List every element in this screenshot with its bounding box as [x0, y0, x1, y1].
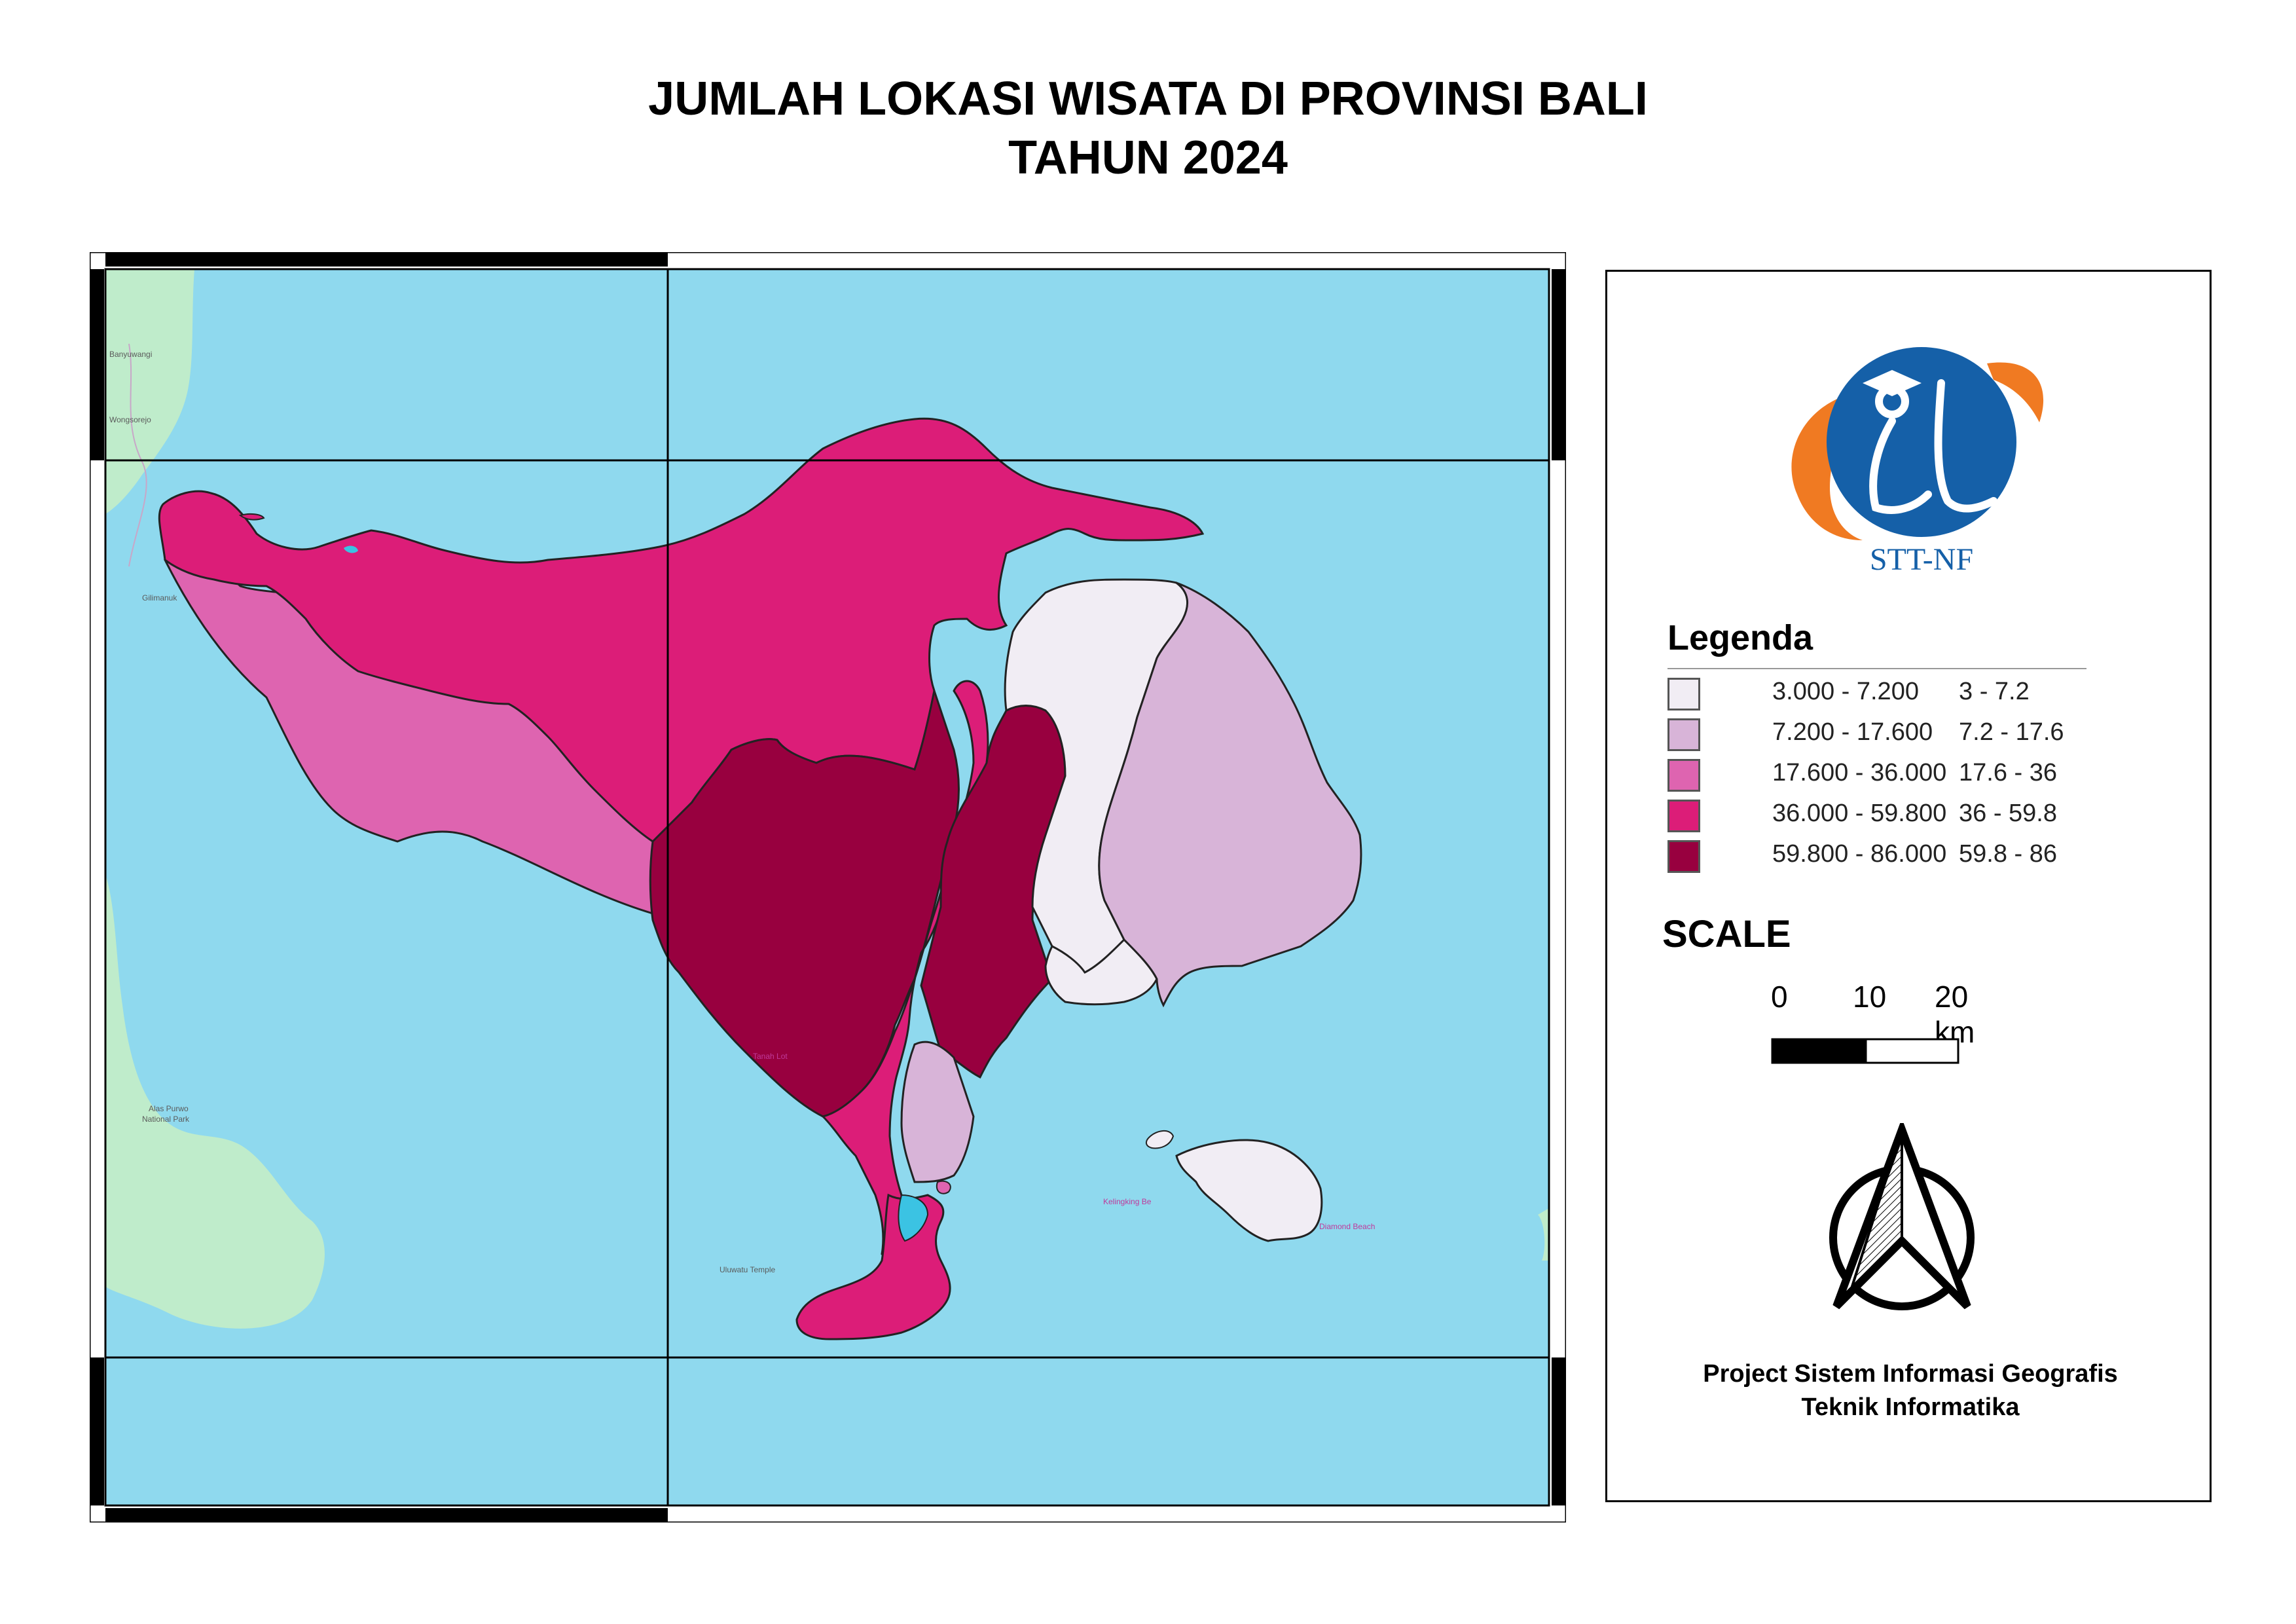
legend-item: 59.800 - 86.000 59.8 - 86: [1667, 835, 2126, 873]
legend-heading: Legenda: [1667, 618, 1813, 657]
footer-line: Teknik Informatika: [1801, 1393, 2020, 1421]
java-land-south: [105, 874, 325, 1329]
menjangan-island: [238, 513, 265, 521]
place-label: Tanah Lot: [753, 1052, 788, 1061]
legend-item: 17.600 - 36.000 17.6 - 36: [1667, 754, 2126, 792]
place-label: Uluwatu Temple: [720, 1265, 775, 1274]
legend-item: 36.000 - 59.800 36 - 59.8: [1667, 794, 2126, 832]
legend-swatch: [1667, 678, 1700, 710]
place-label: Wongsorejo: [109, 415, 151, 424]
place-label: Diamond Beach: [1319, 1222, 1375, 1231]
footer-line: Project Sistem Informasi Geografis: [1703, 1360, 2118, 1388]
legend-short: 59.8 - 86: [1959, 840, 2057, 868]
logo-orange-swoosh: [1791, 390, 1882, 540]
legend-swatch: [1667, 759, 1700, 792]
serangan-island: [936, 1180, 951, 1194]
lake-inland: [344, 545, 358, 553]
stt-nf-logo: STT-NF: [1791, 347, 2044, 577]
logo-caption: STT-NF: [1870, 542, 1973, 577]
place-label: Alas Purwo: [149, 1104, 189, 1113]
legend-short: 36 - 59.8: [1959, 800, 2057, 827]
region-klungkung: [1044, 938, 1158, 1006]
region-denpasar: [900, 1041, 975, 1183]
legend-range: 17.600 - 36.000: [1772, 759, 1947, 786]
north-arrow-icon: [1829, 1123, 1975, 1310]
scale-tick-label: 20 km: [1935, 980, 1975, 1049]
legend-range: 59.800 - 86.000: [1772, 840, 1947, 868]
place-label: Kelingking Be: [1103, 1197, 1152, 1206]
scale-tick-label: 10: [1853, 980, 1887, 1014]
place-label: Gilimanuk: [142, 593, 177, 602]
map-frame-ticks: [90, 252, 1566, 1522]
legend-swatch: [1667, 718, 1700, 751]
map-subtitle: TAHUN 2024: [1008, 132, 1288, 184]
lombok-edge: [1538, 1208, 1549, 1261]
legend-short: 7.2 - 17.6: [1959, 718, 2064, 746]
legend-range: 3.000 - 7.200: [1772, 678, 1919, 705]
region-nusa-lembongan: [1145, 1130, 1175, 1149]
place-label: Banyuwangi: [109, 350, 152, 359]
map-title: JUMLAH LOKASI WISATA DI PROVINSI BALI: [648, 73, 1648, 125]
legend-short: 3 - 7.2: [1959, 678, 2030, 705]
region-nusa-penida: [1175, 1139, 1323, 1242]
java-land: [105, 269, 194, 514]
legend-item: 7.200 - 17.600 7.2 - 17.6: [1667, 713, 2126, 751]
legend-divider: [1667, 668, 2086, 669]
scale-bar-graphic: [1771, 1038, 1959, 1064]
benoa-bay: [898, 1194, 929, 1242]
legend-swatch: [1667, 840, 1700, 873]
legend-item: 3.000 - 7.200 3 - 7.2: [1667, 673, 2126, 710]
scale-heading: SCALE: [1662, 913, 1791, 955]
legend-short: 17.6 - 36: [1959, 759, 2057, 786]
scale-bar: 0 10 20 km: [1758, 979, 1975, 1071]
region-buleleng: [158, 417, 1205, 843]
map-grid: [105, 269, 1549, 1505]
map-frame[interactable]: Banyuwangi Wongsorejo Gilimanuk Tanah Lo…: [90, 252, 1566, 1522]
legend-swatch: [1667, 800, 1700, 832]
scale-tick-label: 0: [1771, 980, 1788, 1014]
region-karangasem: [1098, 581, 1362, 1008]
legend-range: 7.200 - 17.600: [1772, 718, 1933, 746]
map-canvas: Banyuwangi Wongsorejo Gilimanuk Tanah Lo…: [90, 252, 1566, 1522]
legend-range: 36.000 - 59.800: [1772, 800, 1947, 827]
legend-panel: STT-NF Legenda 3.000 - 7.200 3 - 7.2 7.2…: [1605, 270, 2212, 1502]
place-label: National Park: [142, 1115, 190, 1124]
